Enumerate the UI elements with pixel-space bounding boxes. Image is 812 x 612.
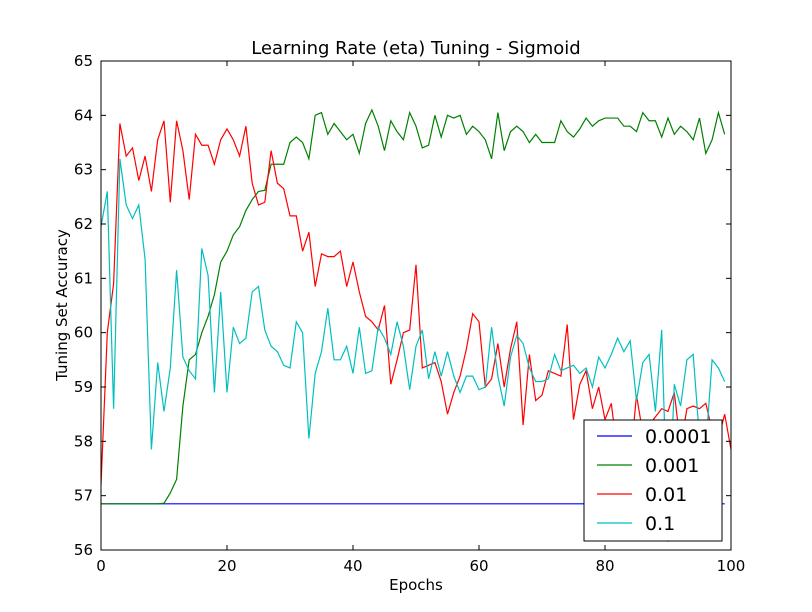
y-tick-label: 61	[74, 269, 93, 287]
legend-label: 0.0001	[645, 426, 711, 448]
y-tick-label: 62	[74, 215, 93, 233]
legend-box	[583, 419, 723, 542]
y-tick-label: 65	[74, 52, 93, 70]
y-tick-label: 56	[74, 541, 93, 559]
legend-label: 0.001	[645, 455, 699, 477]
legend-label: 0.01	[645, 484, 687, 506]
y-tick-label: 57	[74, 487, 93, 505]
legend-label: 0.1	[645, 513, 675, 535]
x-tick-label: 80	[595, 557, 614, 575]
x-tick-label: 40	[343, 557, 362, 575]
plot-frame	[100, 60, 732, 551]
chart-legend: 0.0001 0.001 0.01 0.1	[583, 419, 723, 542]
chart-title: Learning Rate (eta) Tuning - Sigmoid	[251, 38, 580, 59]
x-tick-label: 0	[96, 557, 106, 575]
x-tick-label: 60	[469, 557, 488, 575]
y-tick-label: 64	[74, 106, 93, 124]
series-line-1	[101, 108, 726, 505]
y-axis-label: Tuning Set Accuracy	[53, 229, 71, 382]
y-tick-label: 63	[74, 161, 93, 179]
plot-area: 0 20 40 60 80 100 56 57 58 59 60 61 62 63 64 65	[74, 52, 745, 575]
x-tick-label: 20	[217, 557, 236, 575]
y-tick-label: 59	[74, 378, 93, 396]
x-tick-label: 100	[717, 557, 746, 575]
y-tick-label: 58	[74, 432, 93, 450]
x-axis-label: Epochs	[389, 576, 443, 594]
y-tick-label: 60	[74, 324, 93, 342]
series-line-3	[101, 158, 726, 542]
